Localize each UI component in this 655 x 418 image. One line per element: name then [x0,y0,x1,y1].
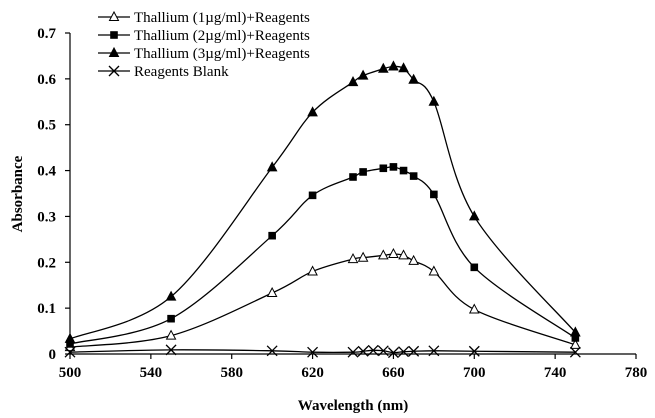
series-blank-point [266,345,278,357]
series-1ug-point [165,329,177,340]
x-ticks: 500 540 580 620 660 700 740 780 [59,354,648,381]
series-3ug-point [570,326,581,337]
series-2ug-point [359,168,367,176]
series-1ug-point [347,253,359,264]
legend-marker [108,10,120,21]
series-2ug-point [349,173,357,181]
x-tick-label: 500 [59,365,82,381]
y-tick-label: 0.7 [37,26,56,42]
series-3ug-point [388,60,399,71]
series-3ug-point [408,73,419,84]
y-tick-label: 0.2 [37,255,56,271]
series-blank-point [398,346,409,358]
x-tick-label: 620 [301,365,324,381]
series-3ug-point [64,332,76,343]
series-blank-point [347,346,359,358]
series-1ug-point [408,254,419,265]
series-markers [64,60,581,359]
series-3ug-line [69,65,576,340]
series-3ug-point [377,62,389,73]
y-tick-label: 0.4 [37,164,56,180]
series-1ug-point [357,251,369,262]
series-2ug-point [571,334,580,342]
series-2ug-point [268,231,276,240]
series-1ug-line [69,253,576,348]
series-1ug-point [377,249,389,260]
y-tick-label: 0.5 [37,118,56,134]
series-3ug-point [357,69,369,80]
series-2ug-point [379,164,388,173]
series-3ug-point [468,210,480,221]
series-blank-point [569,346,581,358]
series-3ug-point [398,62,409,73]
legend-marker [108,65,120,77]
series-3ug-point [266,161,278,172]
series-1ug-point [398,249,409,260]
series-2ug-line [69,166,576,345]
series-1ug-point [266,286,278,298]
series-lines [69,65,576,354]
y-tick-label: 0 [49,347,57,363]
legend-marker [108,46,120,57]
series-3ug-point [347,75,359,87]
series-blank-point [357,345,369,357]
series-blank-point [307,346,319,358]
series-blank-point [165,344,177,356]
series-2ug-point [167,314,175,323]
series-1ug-point [388,247,399,259]
series-2ug-point [470,263,479,272]
y-tick-label: 0.3 [37,209,56,225]
x-tick-label: 580 [220,365,243,381]
series-1ug-point [570,338,581,349]
series-blank-point [408,345,420,357]
series-blank-point [428,345,440,357]
series-1ug-point [468,303,480,314]
x-tick-label: 740 [544,365,567,381]
x-tick-label: 780 [625,365,648,381]
y-ticks: 0 0.1 0.2 0.3 0.4 0.5 0.6 0.7 [37,26,70,363]
y-tick-label: 0.6 [37,72,56,88]
series-3ug-point [428,95,440,106]
series-blank-point [367,344,379,356]
x-tick-label: 660 [382,365,405,381]
series-blank-point [377,345,389,357]
series-2ug-point [308,191,317,200]
series-blank-point [64,346,76,358]
y-tick-label: 0.1 [37,301,56,317]
legend: Thallium (1µg/ml)+Reagents Thallium (2µg/… [98,10,310,80]
axes [69,33,636,355]
x-axis-label: Wavelength (nm) [298,398,408,414]
legend-label: Thallium (3µg/ml)+Reagents [134,46,310,62]
legend-label: Thallium (2µg/ml)+Reagents [134,28,310,44]
legend-marker [110,31,118,39]
x-tick-label: 700 [463,365,486,381]
series-blank-line [69,349,576,354]
legend-label: Reagents Blank [134,64,229,80]
x-tick-label: 540 [140,365,163,381]
series-blank-point [468,345,480,357]
series-2ug-point [409,172,418,180]
series-1ug-point [307,265,318,276]
series-2ug-point [66,340,74,348]
series-3ug-point [307,106,318,117]
series-1ug-point [428,265,440,276]
y-axis-label: Absorbance [10,155,26,232]
series-blank-point [387,347,399,359]
series-2ug-point [430,190,438,199]
series-3ug-point [165,290,177,301]
series-2ug-point [399,166,408,175]
legend-label: Thallium (1µg/ml)+Reagents [134,10,310,26]
series-2ug-point [389,163,398,171]
